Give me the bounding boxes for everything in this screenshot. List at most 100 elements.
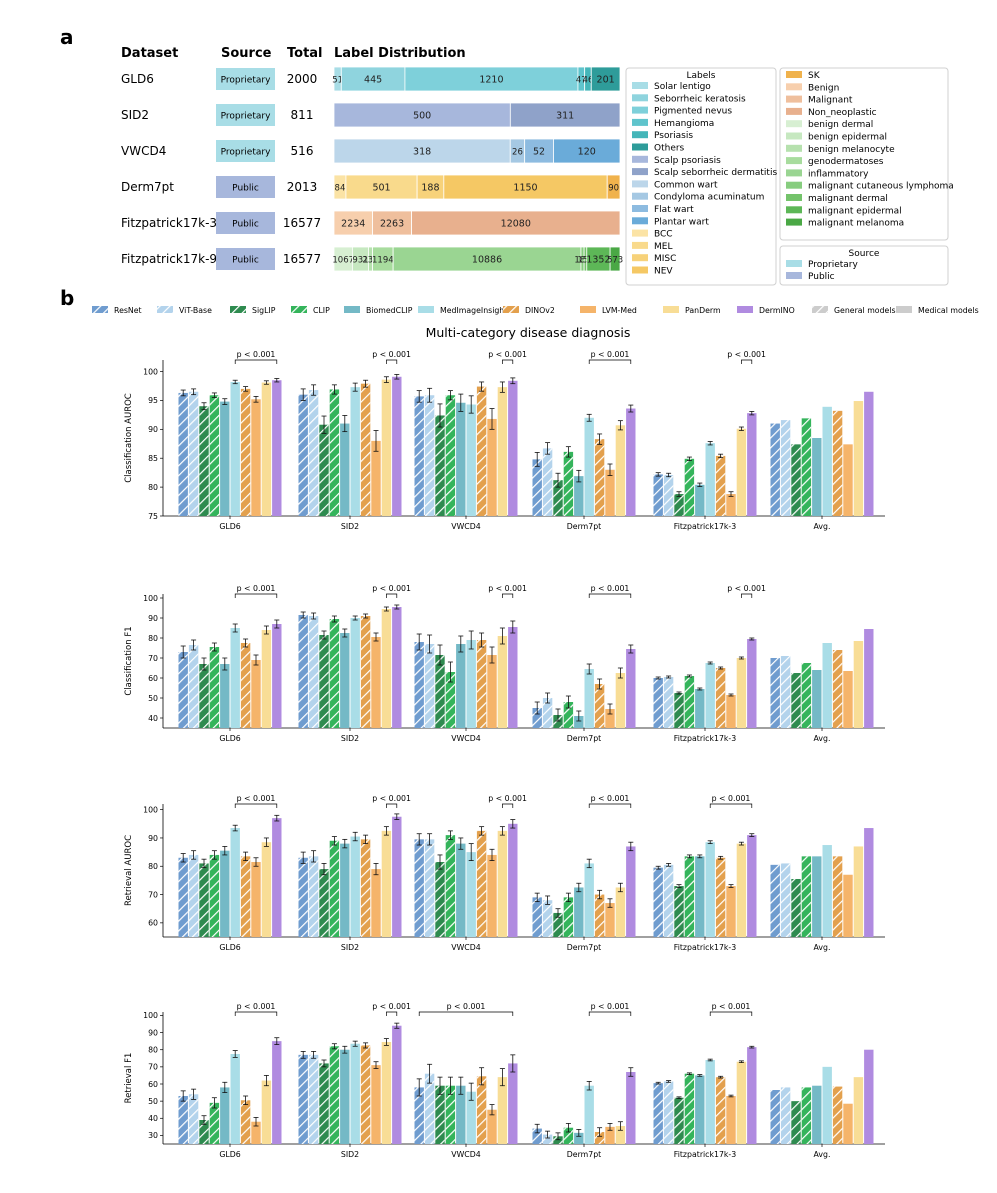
bar-panderm — [736, 428, 747, 516]
legend-swatch — [632, 205, 648, 212]
x-tick-label: Fitzpatrick17k-3 — [674, 1150, 736, 1159]
bar-lvm-med — [251, 660, 261, 728]
y-tick-label: 85 — [148, 454, 158, 463]
bar-hatch — [209, 395, 220, 516]
bar-biomedclip — [456, 644, 466, 728]
bar-medimageinsight — [584, 1085, 594, 1144]
x-tick-label: Avg. — [814, 1150, 831, 1159]
y-tick-label: 60 — [148, 919, 158, 928]
p-value-label: p < 0.001 — [591, 350, 630, 359]
bar-panderm — [497, 1077, 508, 1144]
x-tick-label: Derm7pt — [567, 1150, 601, 1159]
bar-hatch — [414, 839, 424, 937]
bar-hatch — [532, 459, 542, 516]
bar-biomedclip — [456, 843, 466, 937]
p-value-label: p < 0.001 — [712, 1002, 751, 1011]
bar-hatch — [319, 869, 329, 937]
dataset-name: GLD6 — [121, 72, 154, 86]
segment-value: 90 — [608, 184, 619, 194]
segment-value: 2234 — [341, 219, 365, 230]
model-legend-label: General models — [834, 306, 896, 315]
model-swatch — [580, 306, 596, 313]
bar-dermino — [626, 649, 636, 728]
bar-lvm-med — [605, 1126, 615, 1144]
bar-dermino — [864, 828, 874, 937]
bar-panderm — [381, 1042, 392, 1144]
bar-hatch — [199, 863, 209, 937]
dataset-total: 2000 — [287, 72, 318, 86]
bar-dermino — [272, 380, 282, 516]
y-tick-label: 70 — [148, 654, 158, 663]
bar-hatch — [188, 391, 199, 516]
y-tick-label: 100 — [143, 1011, 158, 1020]
distribution-segment — [553, 138, 621, 164]
bar-dermino — [392, 607, 402, 728]
bar-hatch — [553, 1136, 563, 1144]
segment-value: 573 — [607, 256, 623, 266]
model-swatch-hatch — [157, 306, 173, 313]
distribution-segment — [524, 138, 554, 164]
bar-dermino — [747, 835, 757, 937]
bar-lvm-med — [843, 671, 853, 728]
bar-biomedclip — [574, 716, 584, 728]
x-tick-label: VWCD4 — [451, 943, 480, 952]
bar-hatch — [674, 886, 684, 937]
bar-biomedclip — [695, 1075, 705, 1144]
y-tick-label: 80 — [148, 483, 158, 492]
bar-biomedclip — [220, 850, 230, 937]
table-row: Fitzpatrick17k-3 Public 16577 2234 2263 12080 — [121, 210, 621, 236]
bar-medimageinsight — [705, 443, 715, 516]
y-tick-label: 75 — [148, 512, 158, 521]
segment-value: 1150 — [513, 183, 537, 194]
bar-lvm-med — [726, 1096, 736, 1144]
model-legend-label: PanDerm — [685, 306, 721, 315]
chart-panel: 75 80 85 90 95 100 Classification AUROC GLD6 p <… — [124, 350, 885, 531]
model-legend-item: PanDerm — [663, 306, 721, 315]
legend-label: BCC — [654, 230, 673, 240]
bar-hatch — [178, 652, 188, 728]
bar-hatch — [770, 658, 780, 728]
y-tick-label: 90 — [148, 1028, 158, 1037]
bar-panderm — [736, 843, 747, 937]
model-legend-item: ResNet — [92, 306, 142, 315]
segment-value: 2263 — [380, 219, 404, 230]
significance-bracket — [741, 593, 753, 598]
significance-bracket — [234, 359, 278, 364]
bar-hatch — [445, 1085, 456, 1144]
y-tick-label: 90 — [148, 614, 158, 623]
bar-hatch — [801, 856, 812, 937]
model-swatch-hatch — [92, 306, 108, 313]
p-value-label: p < 0.001 — [237, 350, 276, 359]
bar-hatch — [594, 684, 605, 728]
significance-bracket — [234, 803, 278, 808]
bar-hatch — [188, 854, 199, 937]
legend-label: NEV — [654, 267, 673, 277]
table-row: SID2 Proprietary 811 500 311 — [121, 102, 621, 128]
legend-label: benign epidermal — [808, 133, 887, 143]
bar-panderm — [497, 387, 508, 516]
bar-hatch — [542, 698, 553, 728]
bar-medimageinsight — [584, 669, 594, 728]
bar-panderm — [615, 887, 626, 937]
significance-bracket — [418, 1011, 514, 1016]
bar-hatch — [563, 702, 574, 728]
segment-value: 120 — [578, 147, 596, 158]
model-legend-item: LVM-Med — [580, 306, 637, 315]
bar-panderm — [736, 658, 747, 728]
legend-label: malignant dermal — [808, 194, 888, 204]
legend-swatch — [786, 260, 802, 267]
bar-biomedclip — [812, 670, 822, 728]
bar-hatch — [199, 1120, 209, 1144]
legend-swatch — [786, 218, 802, 226]
bar-panderm — [381, 609, 392, 728]
p-value-label: p < 0.001 — [237, 1002, 276, 1011]
legend-swatch — [632, 106, 648, 114]
bar-hatch — [791, 878, 801, 937]
bar-dermino — [272, 818, 282, 937]
segment-value: 931 — [352, 256, 368, 266]
bar-lvm-med — [251, 1121, 261, 1144]
segment-value: 12080 — [501, 219, 531, 230]
y-tick-label: 100 — [143, 594, 158, 603]
segment-value: 501 — [372, 183, 390, 194]
bar-medimageinsight — [350, 1043, 360, 1144]
